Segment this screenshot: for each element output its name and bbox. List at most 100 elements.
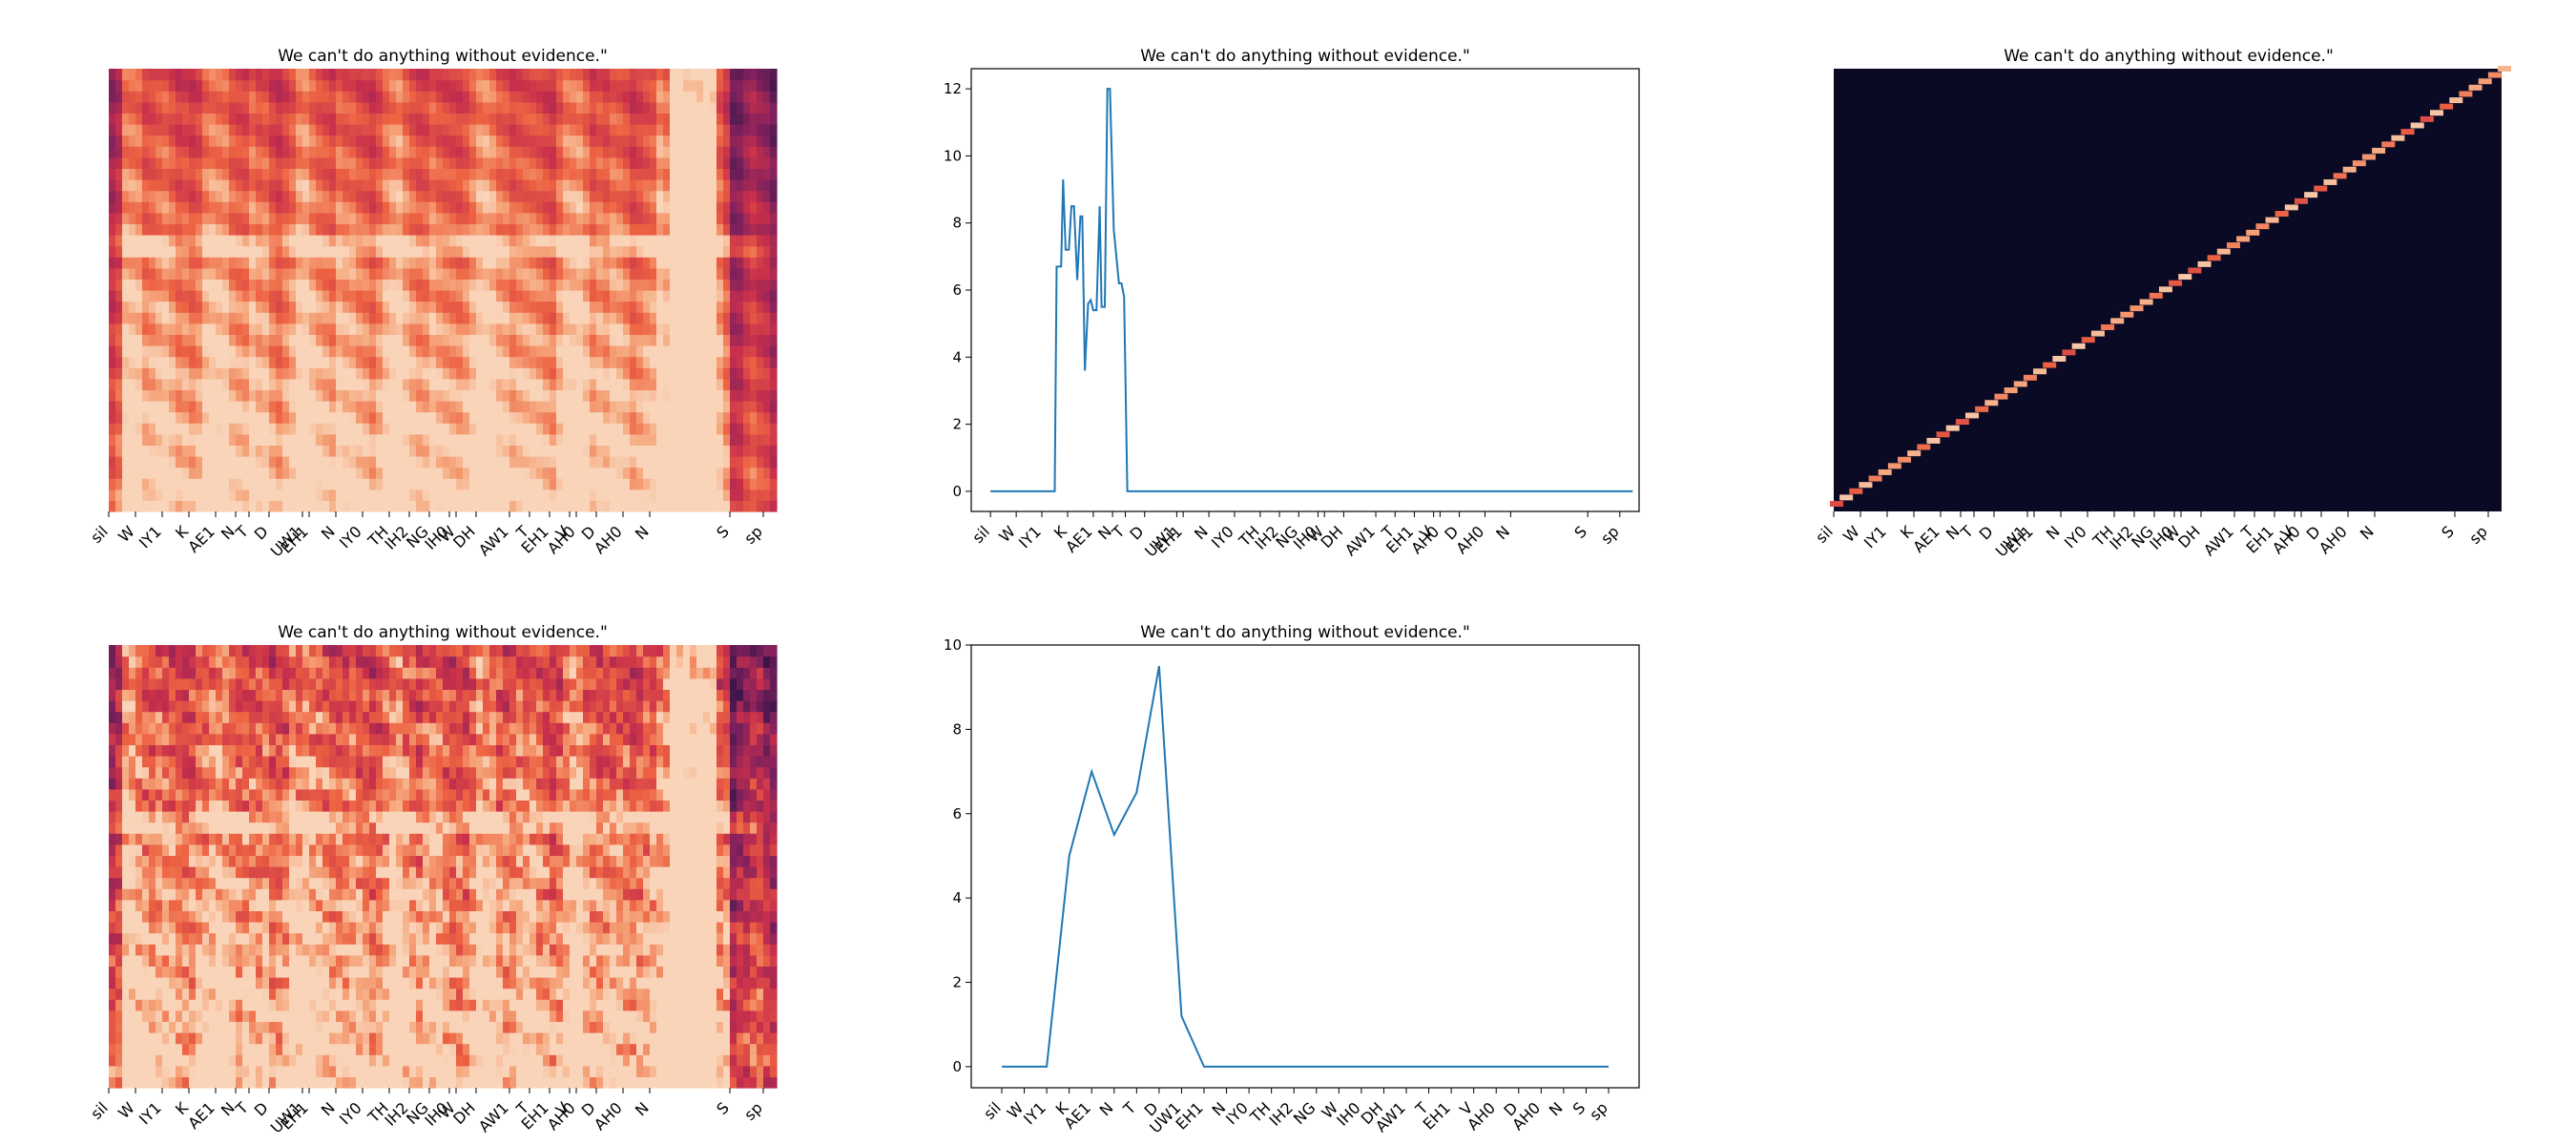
- heatmap-cell: [336, 433, 343, 446]
- alignment-cell: [2352, 160, 2366, 167]
- heatmap-cell: [416, 179, 424, 192]
- heatmap-cell: [363, 201, 370, 214]
- heatmap-cell: [550, 433, 557, 446]
- heatmap-cell: [356, 190, 364, 202]
- heatmap-cell: [503, 135, 510, 147]
- heatmap-cell: [115, 389, 123, 402]
- heatmap-cell: [449, 101, 457, 114]
- heatmap-cell: [249, 201, 257, 214]
- heatmap-cell: [129, 467, 136, 479]
- heatmap-cell: [683, 378, 691, 390]
- heatmap-cell: [636, 190, 644, 202]
- heatmap-cell: [249, 235, 257, 247]
- heatmap-cell: [176, 855, 183, 867]
- heatmap-cell: [683, 489, 691, 501]
- heatmap-cell: [162, 179, 170, 192]
- heatmap-cell: [162, 135, 170, 147]
- heatmap-cell: [423, 423, 430, 435]
- heatmap-cell: [162, 788, 170, 801]
- heatmap-cell: [723, 156, 731, 169]
- heatmap-cell: [636, 411, 644, 424]
- heatmap-cell: [509, 478, 517, 490]
- heatmap-cell: [276, 245, 283, 258]
- heatmap-cell: [536, 323, 544, 335]
- heatmap-cell: [149, 389, 156, 402]
- heatmap-cell: [536, 445, 544, 457]
- heatmap-cell: [216, 645, 223, 657]
- heatmap-cell: [302, 190, 310, 202]
- heatmap-cell: [196, 677, 203, 690]
- heatmap-cell: [189, 500, 197, 512]
- heatmap-cell: [676, 290, 684, 302]
- heatmap-cell: [683, 135, 691, 147]
- heatmap-cell: [610, 456, 617, 468]
- alignment-cell: [2498, 66, 2511, 72]
- heatmap-cell: [583, 367, 591, 380]
- heatmap-cell: [202, 201, 210, 214]
- alignment-cell: [2013, 381, 2027, 387]
- heatmap-cell: [616, 411, 624, 424]
- heatmap-cell: [663, 79, 671, 92]
- heatmap-cell: [216, 778, 223, 790]
- heatmap-cell: [216, 999, 223, 1011]
- heatmap-cell: [496, 312, 504, 324]
- heatmap-cell: [596, 223, 604, 236]
- heatmap-cell: [169, 101, 177, 114]
- heatmap-cell: [269, 423, 277, 435]
- heatmap-cell: [249, 79, 257, 92]
- heatmap-cell: [302, 135, 310, 147]
- heatmap-cell: [282, 467, 290, 479]
- heatmap-cell: [122, 932, 130, 945]
- heatmap-cell: [209, 334, 217, 346]
- heatmap-cell: [376, 323, 384, 335]
- heatmap-cell: [189, 356, 197, 368]
- heatmap-cell: [149, 223, 156, 236]
- heatmap-cell: [737, 423, 744, 435]
- heatmap-cell: [523, 91, 530, 103]
- heatmap-cell: [149, 323, 156, 335]
- heatmap-cell: [516, 168, 524, 180]
- heatmap-cell: [209, 267, 217, 280]
- heatmap-cell: [156, 1065, 163, 1077]
- heatmap-cell: [129, 91, 136, 103]
- heatmap-cell: [202, 423, 210, 435]
- heatmap-cell: [249, 301, 257, 313]
- heatmap-cell: [256, 312, 263, 324]
- heatmap-cell: [570, 489, 577, 501]
- heatmap-cell: [423, 367, 430, 380]
- heatmap-cell: [236, 367, 243, 380]
- heatmap-cell: [717, 389, 724, 402]
- heatmap-cell: [296, 124, 303, 136]
- heatmap-cell: [349, 500, 357, 512]
- heatmap-cell: [296, 156, 303, 169]
- heatmap-cell: [282, 489, 290, 501]
- heatmap-cell: [730, 257, 737, 269]
- heatmap-cell: [443, 433, 450, 446]
- heatmap-cell: [676, 378, 684, 390]
- heatmap-cell: [563, 279, 571, 291]
- heatmap-cell: [583, 168, 591, 180]
- heatmap-cell: [650, 334, 657, 346]
- heatmap-cell: [169, 689, 177, 701]
- heatmap-cell: [262, 301, 270, 313]
- heatmap-cell: [643, 279, 651, 291]
- heatmap-cell: [142, 700, 150, 713]
- heatmap-cell: [289, 367, 297, 380]
- heatmap-cell: [202, 833, 210, 845]
- heatmap-cell: [309, 146, 317, 158]
- heatmap-cell: [216, 899, 223, 911]
- heatmap-cell: [443, 69, 450, 81]
- heatmap-cell: [229, 323, 237, 335]
- heatmap-cell: [316, 223, 323, 236]
- heatmap-cell: [156, 977, 163, 989]
- heatmap-cell: [456, 500, 464, 512]
- heatmap-cell: [530, 445, 537, 457]
- heatmap-cell: [443, 345, 450, 358]
- heatmap-cell: [156, 69, 163, 81]
- heatmap-cell: [576, 356, 584, 368]
- heatmap-cell: [189, 822, 197, 834]
- heatmap-cell: [576, 190, 584, 202]
- heatmap-cell: [222, 977, 230, 989]
- heatmap-cell: [690, 79, 697, 92]
- heatmap-cell: [109, 279, 116, 291]
